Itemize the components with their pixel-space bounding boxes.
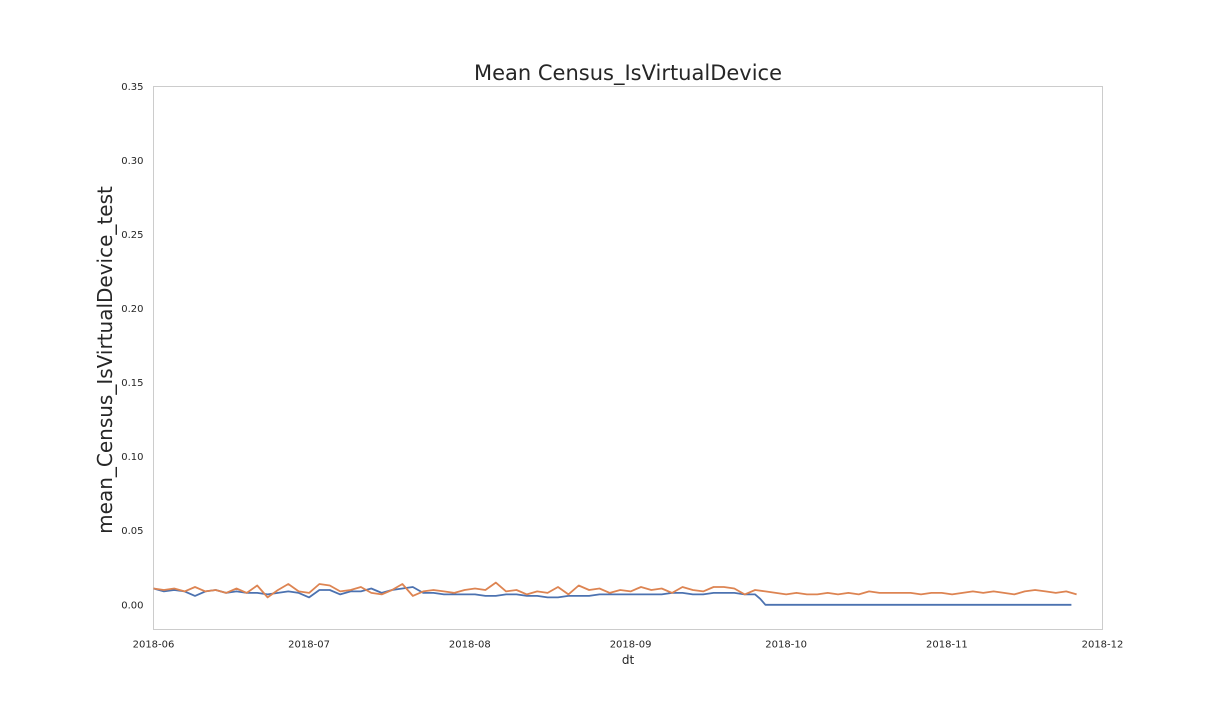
x-tick-label: 2018-09 xyxy=(610,640,652,651)
y-tick-label: 0.00 xyxy=(121,600,143,611)
x-tick-label: 2018-07 xyxy=(288,640,330,651)
x-tick-label: 2018-11 xyxy=(926,640,968,651)
y-tick-label: 0.10 xyxy=(121,452,143,463)
series-layer xyxy=(153,581,1077,606)
y-tick-label: 0.30 xyxy=(121,156,143,167)
y-axis-label: mean_Census_IsVirtualDevice_test xyxy=(93,186,117,534)
y-tick-label: 0.15 xyxy=(121,378,143,389)
series-line-1 xyxy=(153,586,1072,606)
x-tick-label: 2018-10 xyxy=(765,640,807,651)
y-axis-ticks: 0.00 0.05 0.10 0.15 0.20 0.25 0.30 0.35 xyxy=(121,82,143,611)
x-tick-label: 2018-12 xyxy=(1082,640,1124,651)
x-tick-label: 2018-08 xyxy=(449,640,491,651)
y-tick-label: 0.20 xyxy=(121,304,143,315)
y-tick-label: 0.25 xyxy=(121,230,143,241)
chart-title: Mean Census_IsVirtualDevice xyxy=(474,61,782,86)
x-tick-label: 2018-06 xyxy=(133,640,175,651)
x-axis-ticks: 2018-06 2018-07 2018-08 2018-09 2018-10 2018-… xyxy=(133,640,1124,651)
series-line-2 xyxy=(153,581,1077,599)
x-axis-label: dt xyxy=(622,653,635,667)
plot-area xyxy=(153,86,1103,630)
y-tick-label: 0.35 xyxy=(121,82,143,93)
y-tick-label: 0.05 xyxy=(121,526,143,537)
